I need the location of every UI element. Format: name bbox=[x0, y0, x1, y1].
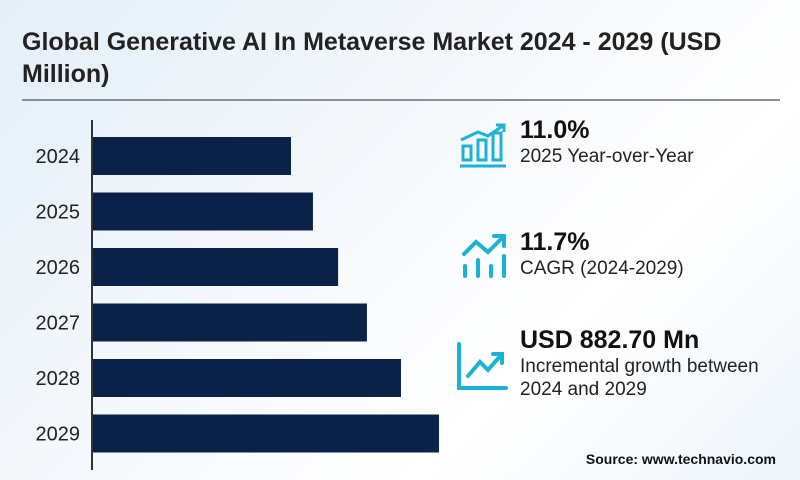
bar-2026 bbox=[93, 248, 339, 286]
bar-chart: 2024 2025 2026 2027 2028 2029 bbox=[36, 120, 440, 470]
bar-2025 bbox=[93, 192, 313, 231]
y-tick-label: 2028 bbox=[36, 368, 81, 390]
stat-incremental: USD 882.70 Mn Incremental growth between… bbox=[520, 326, 770, 401]
bar-2024 bbox=[93, 137, 291, 175]
y-tick-label: 2025 bbox=[36, 202, 81, 224]
stat-cagr: 11.7% CAGR (2024-2029) bbox=[520, 228, 684, 280]
trend-up-bars-icon bbox=[462, 234, 506, 278]
stat-label: 2025 Year-over-Year bbox=[520, 146, 694, 167]
title-divider bbox=[22, 99, 780, 101]
line-chart-up-icon bbox=[457, 342, 508, 390]
stat-label: CAGR (2024-2029) bbox=[520, 258, 684, 279]
stat-yoy: 11.0% 2025 Year-over-Year bbox=[520, 116, 694, 168]
stat-value: 11.7% bbox=[520, 228, 590, 256]
y-tick-label: 2027 bbox=[36, 313, 81, 335]
stat-value: 11.0% bbox=[520, 116, 590, 144]
bar-chart-growth-icon bbox=[460, 123, 506, 168]
bar-2029 bbox=[93, 414, 440, 453]
stat-value: USD 882.70 Mn bbox=[520, 326, 700, 354]
y-tick-label: 2024 bbox=[36, 146, 81, 168]
y-tick-label: 2029 bbox=[36, 424, 81, 446]
bar-2028 bbox=[93, 359, 401, 397]
chart-title: Global Generative AI In Metaverse Market… bbox=[22, 28, 722, 88]
stat-label: Incremental growth between 2024 and 2029 bbox=[520, 356, 759, 400]
y-tick-label: 2026 bbox=[36, 257, 81, 279]
source-note: Source: www.technavio.com bbox=[585, 451, 776, 467]
bar-2027 bbox=[93, 303, 367, 342]
